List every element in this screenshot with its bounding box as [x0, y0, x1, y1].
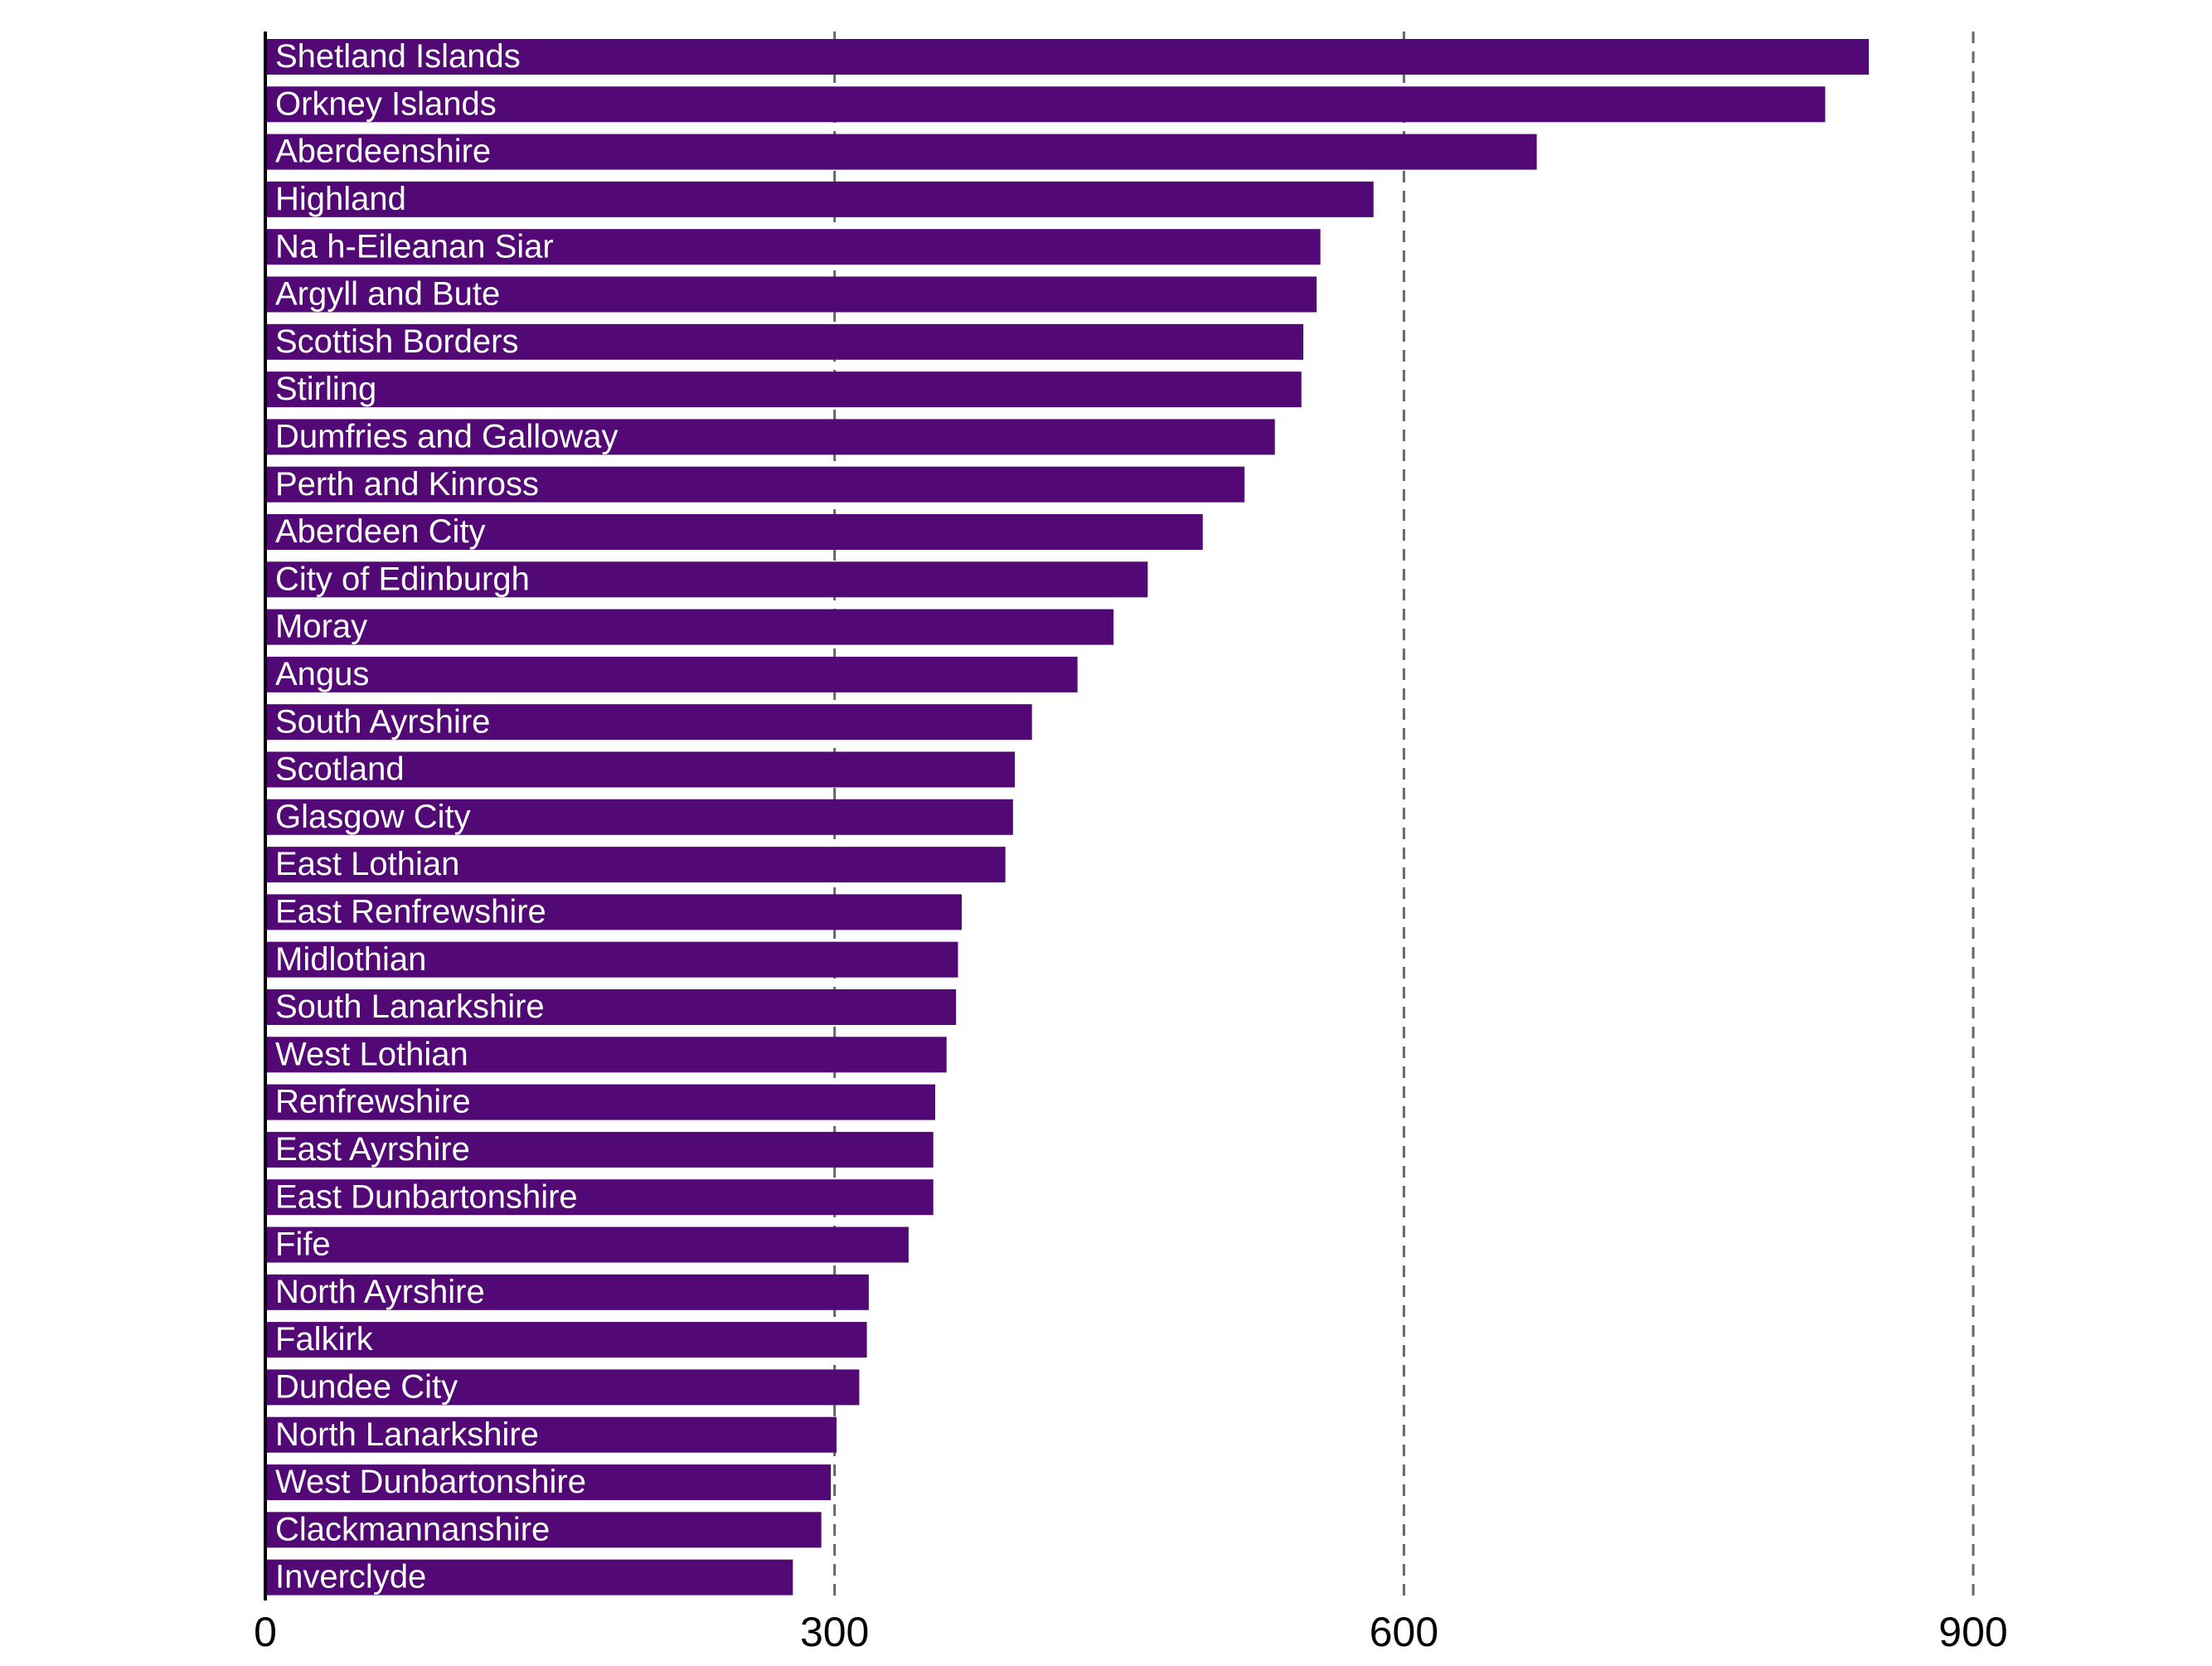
- bar-label: Scotland: [275, 751, 405, 788]
- bar: [265, 1369, 860, 1406]
- bar-label: Na h-Eileanan Siar: [275, 228, 554, 265]
- bar: [265, 656, 1078, 692]
- bar: [265, 1131, 934, 1168]
- bar: [265, 323, 1304, 360]
- bar: [265, 1274, 869, 1310]
- bar: [265, 229, 1321, 265]
- x-tick-label: 300: [800, 1609, 869, 1655]
- bar: [265, 561, 1148, 598]
- bar: [265, 1179, 934, 1216]
- bar-label: North Ayrshire: [275, 1274, 485, 1310]
- bar-label: East Renfrewshire: [275, 893, 546, 930]
- bar-label: North Lanarkshire: [275, 1416, 539, 1453]
- bar: [265, 989, 957, 1025]
- bar-label: City of Edinburgh: [275, 561, 530, 597]
- x-tick-label: 0: [254, 1609, 277, 1655]
- bar-label: Scottish Borders: [275, 323, 518, 360]
- bar-label: Stirling: [275, 371, 376, 407]
- bar: [265, 1322, 867, 1358]
- bar: [265, 894, 963, 930]
- bar: [265, 1416, 837, 1453]
- bar: [265, 751, 1016, 788]
- bar-label: South Ayrshire: [275, 703, 490, 740]
- bar-label: Aberdeenshire: [275, 134, 491, 170]
- bar-label: Glasgow City: [275, 799, 471, 835]
- bar: [265, 181, 1374, 217]
- bar: [265, 372, 1302, 408]
- x-tick-label: 900: [1938, 1609, 2007, 1655]
- bar: [265, 847, 1006, 883]
- bar-label: West Lothian: [275, 1036, 468, 1072]
- bar: [265, 1559, 793, 1596]
- bar: [265, 799, 1013, 835]
- bar: [265, 941, 958, 978]
- bar: [265, 1037, 947, 1073]
- bar-label: South Lanarkshire: [275, 988, 545, 1025]
- bar: [265, 276, 1317, 313]
- bar-label: East Dunbartonshire: [275, 1178, 578, 1215]
- bar-label: East Lothian: [275, 846, 459, 882]
- bar: [265, 704, 1032, 741]
- bar-label: Angus: [275, 656, 369, 692]
- bar-label: Shetland Islands: [275, 38, 521, 75]
- bar: [265, 86, 1826, 123]
- bar: [265, 134, 1537, 170]
- bar-label: Falkirk: [275, 1321, 374, 1358]
- bar-label: East Ayrshire: [275, 1131, 470, 1168]
- bar-label: Highland: [275, 181, 406, 217]
- bar: [265, 1226, 909, 1263]
- bar-label: Dundee City: [275, 1368, 458, 1405]
- bar: [265, 514, 1203, 550]
- bar-label: Orkney Islands: [275, 85, 497, 122]
- bar-label: Argyll and Bute: [275, 276, 500, 313]
- bar-label: Moray: [275, 609, 367, 645]
- bar-label: Dumfries and Galloway: [275, 418, 618, 454]
- bar: [265, 419, 1275, 455]
- bar-label: Perth and Kinross: [275, 466, 539, 503]
- bars: Shetland Islands Orkney Islands Aberdeensh…: [265, 38, 1870, 1596]
- bar: [265, 466, 1245, 503]
- bar: [265, 1084, 935, 1120]
- x-axis-ticks: 0 300 600 900: [254, 1609, 2008, 1655]
- bar-label: Renfrewshire: [275, 1084, 471, 1120]
- bar-label: Midlothian: [275, 941, 426, 978]
- bar: [265, 609, 1114, 645]
- x-tick-label: 600: [1370, 1609, 1438, 1655]
- bar: [265, 1464, 832, 1500]
- bar-label: Fife: [275, 1226, 331, 1263]
- bar-label: West Dunbartonshire: [275, 1464, 586, 1500]
- bar: [265, 1512, 822, 1548]
- bar-label: Inverclyde: [275, 1559, 426, 1596]
- bar: [265, 39, 1870, 75]
- bar-label: Clackmannanshire: [275, 1511, 550, 1547]
- bar-label: Aberdeen City: [275, 513, 485, 550]
